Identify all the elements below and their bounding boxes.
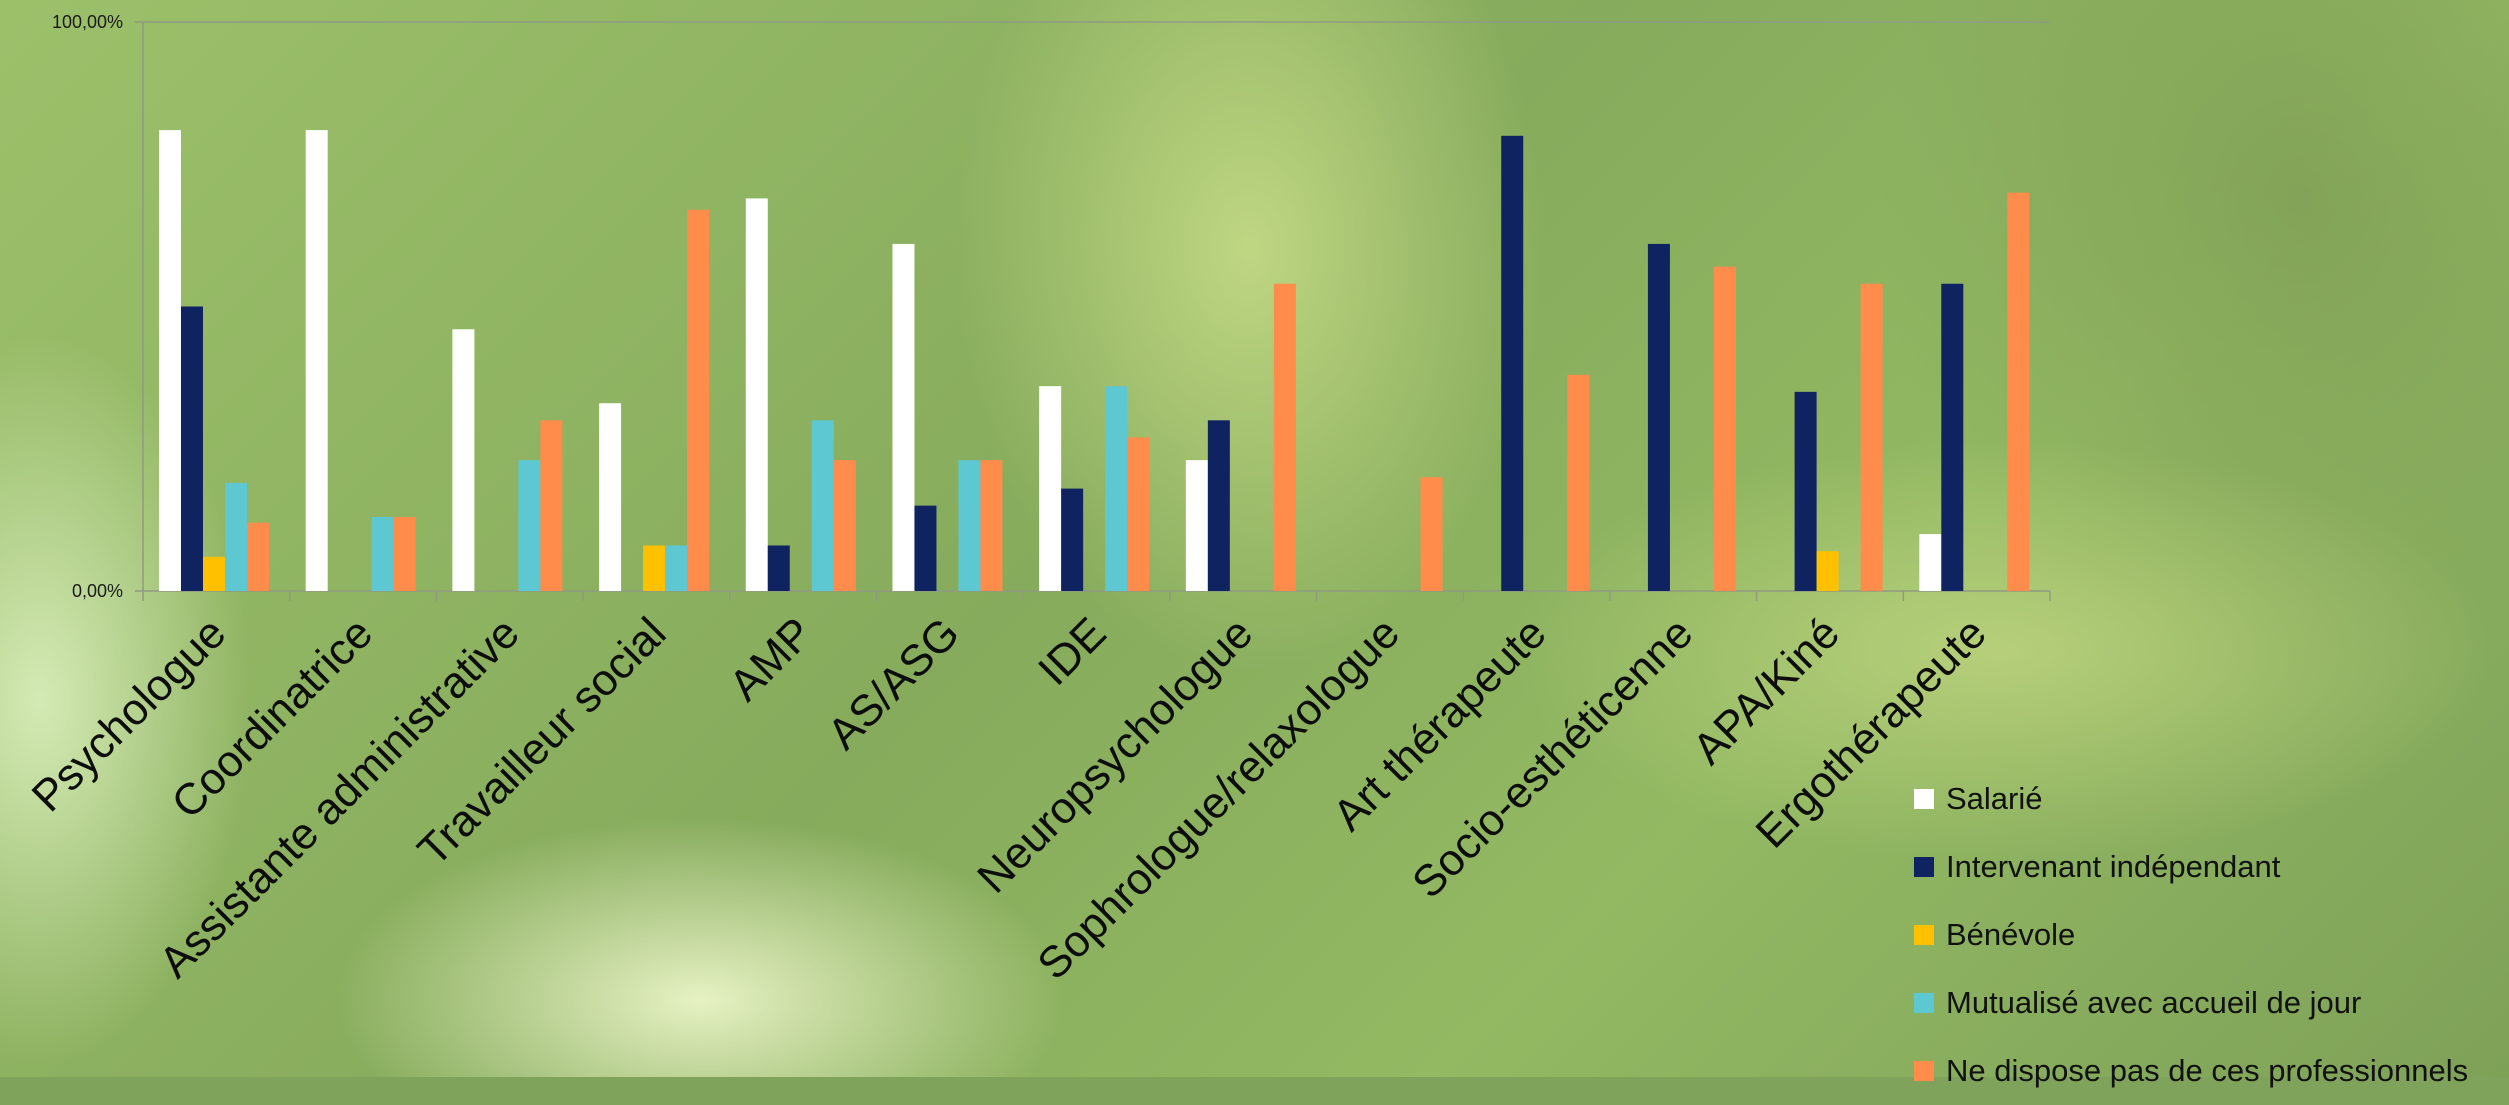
- bar-mutualise-avec-accueil-de-jour-coordinatrice: [371, 517, 394, 591]
- bar-salarie-psychologue: [159, 130, 181, 592]
- bar-salarie-ide: [1039, 386, 1062, 591]
- legend-item-salarie: Salarié: [1914, 765, 2468, 833]
- legend-item-mutualise-avec-accueil-de-jour: Mutualisé avec accueil de jour: [1914, 969, 2468, 1037]
- bar-intervenant-independant-apa-kine: [1794, 391, 1817, 591]
- bar-intervenant-independant-psychologue: [181, 306, 203, 591]
- chart-legend: Salarié Intervenant indépendant Bénévole Mu…: [1914, 765, 2468, 1105]
- category-label: Neuropsychologue: [968, 608, 1262, 902]
- bar-intervenant-independant-as-asg: [914, 505, 937, 591]
- bar-ne-dispose-pas-de-ces-professionnels-neuropsychologue: [1273, 283, 1296, 591]
- category-label: Travailleur social: [409, 608, 676, 875]
- bar-ne-dispose-pas-de-ces-professionnels-coordinatrice: [393, 517, 416, 591]
- legend-label: Salarié: [1946, 781, 2043, 816]
- legend-swatch: [1914, 925, 1934, 945]
- bar-ne-dispose-pas-de-ces-professionnels-travailleur-social: [687, 209, 710, 591]
- legend-swatch: [1914, 1061, 1934, 1081]
- bar-mutualise-avec-accueil-de-jour-as-asg: [958, 460, 981, 591]
- bar-ne-dispose-pas-de-ces-professionnels-sophrologue-relaxologue: [1420, 477, 1443, 591]
- bar-benevole-psychologue: [203, 556, 225, 591]
- bar-salarie-ergotherapeute: [1919, 534, 1942, 591]
- legend-item-ne-dispose-pas-de-ces-professionnels: Ne dispose pas de ces professionnels: [1914, 1037, 2468, 1105]
- bar-mutualise-avec-accueil-de-jour-assistante-administrative: [518, 460, 541, 591]
- bar-salarie-as-asg: [892, 243, 915, 591]
- legend-label: Intervenant indépendant: [1946, 849, 2281, 884]
- bar-ne-dispose-pas-de-ces-professionnels-ergotherapeute: [2007, 192, 2030, 591]
- bar-chart: 0,00%100,00%PsychologueCoordinatriceAssi…: [23, 12, 2051, 989]
- bar-intervenant-independant-ergotherapeute: [1941, 283, 1964, 591]
- bar-ne-dispose-pas-de-ces-professionnels-socio-estheticenne: [1713, 266, 1736, 591]
- bar-salarie-travailleur-social: [599, 403, 622, 591]
- legend-label: Bénévole: [1946, 917, 2076, 952]
- legend-label: Ne dispose pas de ces professionnels: [1946, 1053, 2469, 1088]
- bar-salarie-amp: [745, 198, 768, 591]
- bar-mutualise-avec-accueil-de-jour-travailleur-social: [665, 545, 688, 591]
- legend-label: Mutualisé avec accueil de jour: [1946, 985, 2362, 1020]
- category-label: AS/ASG: [818, 608, 969, 759]
- bar-salarie-assistante-administrative: [452, 329, 475, 591]
- bar-ne-dispose-pas-de-ces-professionnels-amp: [833, 460, 856, 591]
- legend-swatch: [1914, 993, 1934, 1013]
- bar-salarie-coordinatrice: [305, 130, 328, 592]
- bar-benevole-travailleur-social: [643, 545, 666, 591]
- bar-mutualise-avec-accueil-de-jour-ide: [1105, 386, 1128, 591]
- bar-salarie-neuropsychologue: [1185, 460, 1208, 591]
- legend-item-benevole: Bénévole: [1914, 901, 2468, 969]
- bar-intervenant-independant-art-therapeute: [1501, 135, 1524, 592]
- background-photo: [0, 0, 2509, 1077]
- category-label: IDE: [1029, 608, 1116, 695]
- bar-ne-dispose-pas-de-ces-professionnels-assistante-administrative: [540, 420, 563, 591]
- y-tick-label: 0,00%: [72, 581, 123, 601]
- bar-intervenant-independant-ide: [1061, 488, 1084, 591]
- legend-swatch: [1914, 857, 1934, 877]
- bar-mutualise-avec-accueil-de-jour-amp: [811, 420, 834, 591]
- category-label: Socio-esthéticenne: [1403, 608, 1702, 907]
- bar-benevole-apa-kine: [1816, 551, 1839, 591]
- bar-mutualise-avec-accueil-de-jour-psychologue: [225, 482, 247, 591]
- y-tick-label: 100,00%: [52, 12, 123, 32]
- bar-ne-dispose-pas-de-ces-professionnels-ide: [1127, 437, 1150, 591]
- bar-intervenant-independant-amp: [767, 545, 790, 591]
- legend-item-intervenant-independant: Intervenant indépendant: [1914, 833, 2468, 901]
- bar-ne-dispose-pas-de-ces-professionnels-art-therapeute: [1567, 374, 1590, 591]
- bar-intervenant-independant-neuropsychologue: [1207, 420, 1230, 591]
- bar-intervenant-independant-socio-estheticenne: [1647, 243, 1670, 591]
- category-label: AMP: [720, 608, 822, 710]
- bar-ne-dispose-pas-de-ces-professionnels-apa-kine: [1860, 283, 1883, 591]
- legend-swatch: [1914, 789, 1934, 809]
- bar-ne-dispose-pas-de-ces-professionnels-psychologue: [247, 522, 269, 591]
- bar-ne-dispose-pas-de-ces-professionnels-as-asg: [980, 460, 1003, 591]
